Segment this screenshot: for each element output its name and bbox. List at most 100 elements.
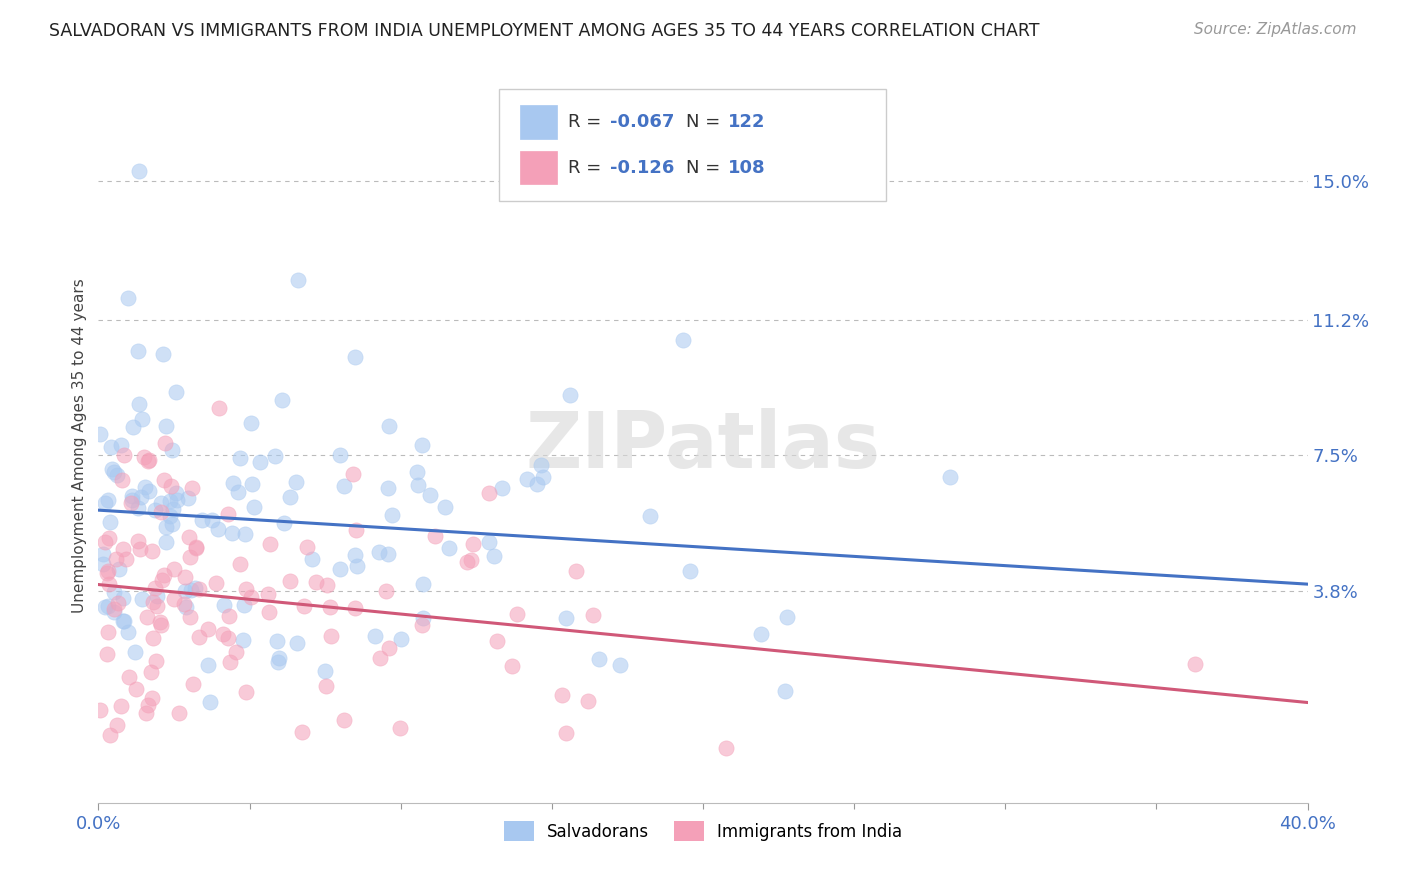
- Point: [96, 564, 118, 578]
- Point: [132, 450, 155, 464]
- Point: [291, 725, 314, 739]
- Point: [153, 567, 176, 582]
- Point: [98, 516, 121, 530]
- Point: [526, 477, 548, 491]
- Point: [105, 468, 128, 483]
- Point: [776, 610, 799, 624]
- Point: [127, 344, 149, 359]
- Point: [179, 610, 201, 624]
- Point: [97, 624, 120, 639]
- Point: [121, 490, 143, 504]
- Point: [486, 633, 509, 648]
- Point: [124, 645, 146, 659]
- Point: [558, 388, 581, 402]
- Point: [271, 392, 294, 407]
- Point: [315, 679, 337, 693]
- Point: [163, 562, 186, 576]
- Point: [491, 481, 513, 495]
- Point: [173, 570, 195, 584]
- Point: [179, 530, 201, 544]
- Point: [439, 541, 461, 556]
- Point: [110, 699, 132, 714]
- Point: [146, 589, 169, 603]
- Point: [107, 562, 129, 576]
- Point: [321, 629, 343, 643]
- Point: [155, 520, 177, 534]
- Point: [110, 438, 132, 452]
- Point: [217, 507, 239, 521]
- Point: [111, 474, 134, 488]
- Point: [576, 694, 599, 708]
- Point: [301, 551, 323, 566]
- Point: [240, 590, 263, 604]
- Point: [174, 599, 197, 614]
- Point: [197, 622, 219, 636]
- Point: [434, 500, 457, 514]
- Point: [179, 549, 201, 564]
- Text: -0.067: -0.067: [610, 113, 675, 131]
- Point: [149, 505, 172, 519]
- Point: [98, 531, 121, 545]
- Point: [187, 582, 209, 596]
- Text: 108: 108: [728, 159, 766, 177]
- Point: [344, 601, 367, 615]
- Point: [96, 492, 118, 507]
- Point: [240, 477, 263, 491]
- Point: [287, 273, 309, 287]
- Point: [94, 599, 117, 614]
- Point: [267, 655, 290, 669]
- Point: [333, 479, 356, 493]
- Point: [328, 448, 350, 462]
- Point: [530, 458, 553, 472]
- Point: [103, 465, 125, 479]
- Point: [125, 681, 148, 696]
- Point: [229, 557, 252, 571]
- Point: [98, 728, 121, 742]
- Point: [516, 472, 538, 486]
- Point: [165, 486, 187, 500]
- Point: [166, 492, 188, 507]
- Point: [165, 384, 187, 399]
- Point: [181, 677, 204, 691]
- Point: [112, 541, 135, 556]
- Point: [177, 491, 200, 505]
- Point: [381, 508, 404, 522]
- Point: [368, 545, 391, 559]
- Point: [112, 615, 135, 629]
- Point: [149, 496, 172, 510]
- Point: [105, 552, 128, 566]
- Point: [141, 544, 163, 558]
- Point: [111, 591, 134, 605]
- Point: [112, 614, 135, 628]
- Text: R =: R =: [568, 113, 607, 131]
- Point: [159, 494, 181, 508]
- Point: [278, 574, 301, 588]
- Point: [103, 585, 125, 599]
- Point: [243, 500, 266, 514]
- Text: ZIPatlas: ZIPatlas: [526, 408, 880, 484]
- Point: [378, 640, 401, 655]
- Point: [1184, 657, 1206, 671]
- Point: [93, 496, 115, 510]
- Point: [187, 630, 209, 644]
- Point: [160, 443, 183, 458]
- Point: [174, 583, 197, 598]
- Point: [146, 599, 169, 613]
- Point: [411, 438, 433, 452]
- Point: [96, 647, 118, 661]
- Point: [292, 599, 315, 614]
- Point: [478, 486, 501, 500]
- Point: [155, 535, 177, 549]
- Point: [138, 453, 160, 467]
- Point: [136, 454, 159, 468]
- Point: [128, 164, 150, 178]
- Point: [160, 516, 183, 531]
- Point: [221, 526, 243, 541]
- Point: [91, 547, 114, 561]
- Point: [344, 523, 367, 537]
- Point: [163, 592, 186, 607]
- Point: [609, 657, 631, 672]
- Point: [173, 597, 195, 611]
- Point: [714, 740, 737, 755]
- Point: [129, 541, 152, 556]
